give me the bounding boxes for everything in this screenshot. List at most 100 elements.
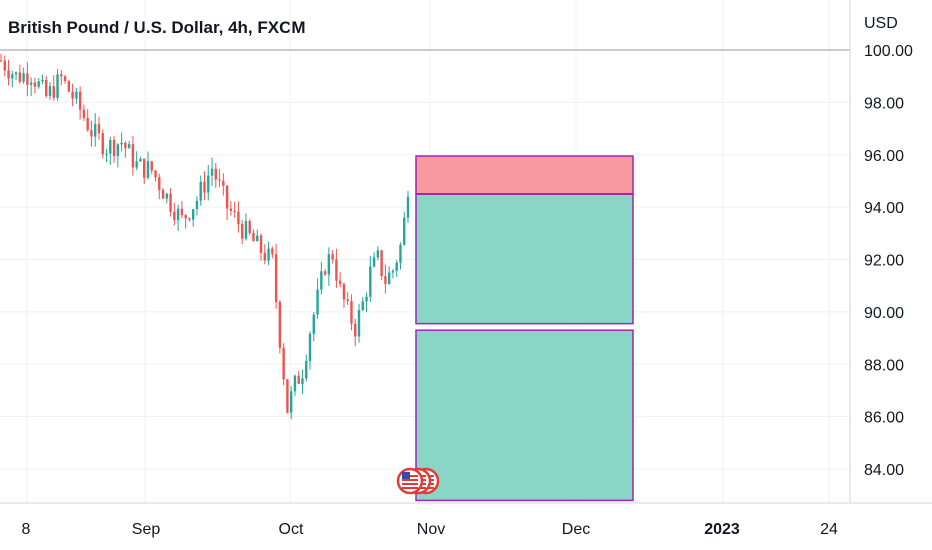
- candle-body: [323, 271, 327, 275]
- candle-body: [82, 109, 86, 118]
- y-tick-label: 94.00: [864, 200, 904, 217]
- candle-body: [29, 82, 33, 85]
- candle-body: [327, 254, 331, 275]
- candle-body: [301, 378, 304, 384]
- candle-body: [26, 73, 29, 85]
- x-tick-label: Sep: [132, 521, 161, 538]
- candle-body: [399, 244, 402, 263]
- candle-body: [252, 233, 255, 242]
- candle-body: [240, 224, 244, 239]
- candle-body: [165, 193, 169, 199]
- take-profit-zone[interactable]: [415, 193, 634, 325]
- candle-body: [41, 79, 44, 82]
- candle-body: [52, 86, 55, 98]
- candle-body: [369, 266, 372, 297]
- candle-body: [60, 74, 63, 77]
- candle-body: [203, 181, 206, 193]
- candle-body: [120, 142, 123, 145]
- chart-title: British Pound / U.S. Dollar, 4h, FXCM: [8, 18, 306, 37]
- x-tick-label: Oct: [279, 521, 304, 538]
- second-target-zone[interactable]: [415, 329, 634, 502]
- candle-body: [97, 124, 101, 134]
- y-tick-label: 100.00: [864, 43, 913, 60]
- price-axis[interactable]: 84.00 86.00 88.00 90.00 92.00 94.00 96.00 98.00…: [864, 43, 913, 479]
- candle-body: [105, 153, 108, 155]
- candle-body: [403, 217, 406, 245]
- candle-body: [305, 360, 308, 379]
- candle-body: [259, 235, 263, 253]
- price-series: [0, 53, 410, 420]
- candle-body: [109, 139, 112, 154]
- candle-body: [7, 70, 10, 79]
- candle-body: [387, 272, 391, 285]
- candle-body: [210, 168, 214, 176]
- candle-body: [90, 130, 93, 137]
- candle-body: [222, 180, 225, 186]
- y-tick-label: 92.00: [864, 253, 904, 270]
- stop-loss-zone[interactable]: [415, 155, 634, 195]
- position-tool[interactable]: [415, 155, 634, 502]
- candle-body: [267, 248, 270, 261]
- candle-body: [308, 333, 312, 361]
- y-tick-label: 98.00: [864, 95, 904, 112]
- y-tick-label: 88.00: [864, 357, 904, 374]
- candle-body: [316, 289, 319, 315]
- candle-body: [297, 375, 300, 384]
- candle-body: [63, 76, 67, 82]
- candle-body: [78, 91, 82, 110]
- candle-body: [158, 177, 161, 190]
- x-tick-label: Dec: [562, 521, 590, 538]
- candle-body: [56, 74, 59, 98]
- candle-body: [229, 208, 233, 212]
- candle-body: [271, 248, 274, 255]
- candle-body: [218, 179, 221, 181]
- candle-body: [320, 271, 323, 290]
- candle-body: [244, 221, 248, 239]
- candle-body: [278, 302, 282, 348]
- us-flag-icon[interactable]: [396, 467, 424, 495]
- candle-body: [37, 81, 40, 87]
- candle-body: [150, 161, 153, 171]
- candle-body: [342, 284, 346, 300]
- candle-body: [395, 262, 398, 271]
- time-axis[interactable]: 8 Sep Oct Nov Dec 2023 24: [22, 521, 838, 538]
- candle-body: [45, 79, 48, 97]
- candle-body: [406, 196, 410, 218]
- candle-body: [248, 221, 251, 234]
- candle-body: [357, 310, 361, 337]
- x-tick-label: 2023: [704, 521, 740, 538]
- x-tick-label: 24: [820, 521, 838, 538]
- candle-body: [67, 81, 71, 92]
- x-tick-label: 8: [22, 521, 31, 538]
- candle-body: [184, 215, 187, 219]
- economic-events[interactable]: [396, 467, 440, 495]
- candle-body: [331, 254, 334, 260]
- x-tick-label: Nov: [417, 521, 445, 538]
- candle-body: [3, 60, 6, 71]
- price-axis-bg: [850, 0, 932, 550]
- candle-body: [180, 208, 184, 216]
- candle-body: [75, 91, 78, 99]
- candle-body: [365, 296, 368, 302]
- candle-body: [143, 158, 146, 178]
- candle-body: [146, 161, 150, 178]
- candle-body: [380, 250, 383, 277]
- candle-body: [161, 189, 165, 199]
- candle-body: [131, 144, 135, 168]
- candle-body: [263, 252, 266, 261]
- candle-body: [22, 73, 25, 82]
- candle-body: [214, 168, 218, 180]
- y-tick-label: 96.00: [864, 148, 904, 165]
- candle-body: [195, 200, 199, 210]
- candle-body: [372, 257, 376, 267]
- candle-body: [338, 280, 342, 285]
- y-tick-label: 84.00: [864, 462, 904, 479]
- candle-body: [48, 86, 52, 97]
- candle-body: [286, 379, 289, 413]
- candle-body: [135, 161, 138, 168]
- candle-body: [191, 209, 195, 220]
- candle-body: [361, 301, 364, 311]
- candle-body: [124, 142, 127, 149]
- candle-body: [354, 323, 357, 337]
